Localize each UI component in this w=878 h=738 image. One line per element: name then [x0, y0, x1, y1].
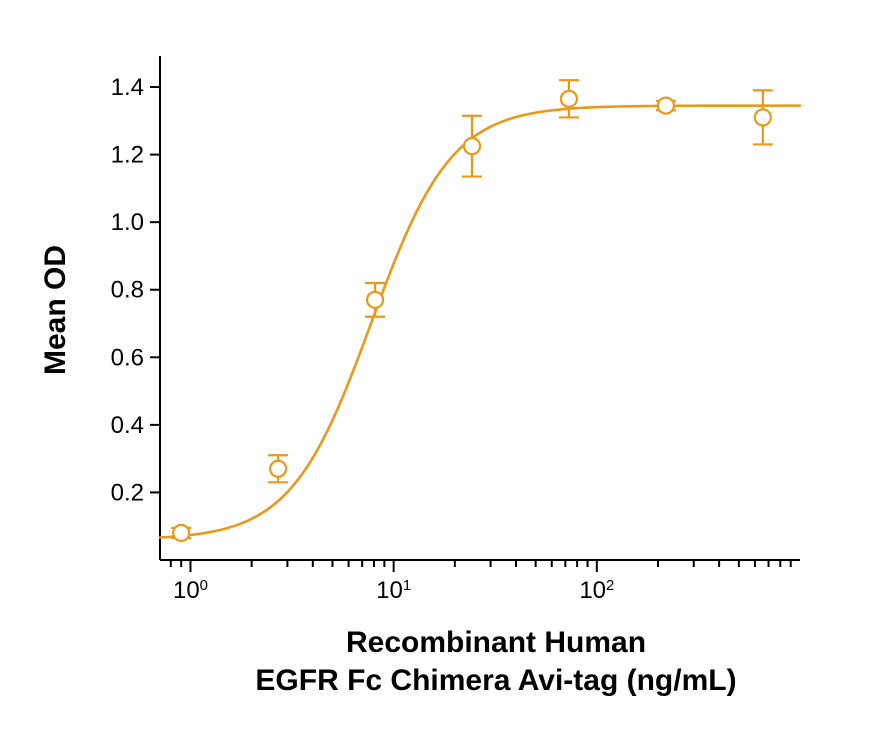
data-point [270, 461, 286, 477]
data-point [367, 292, 383, 308]
y-axis-label: Mean OD [39, 245, 72, 375]
chart-container: 0.20.40.60.81.01.21.4100101102Mean ODRec… [0, 0, 878, 738]
data-point [464, 138, 480, 154]
data-point [658, 98, 674, 114]
svg-text:1.2: 1.2 [111, 142, 144, 169]
svg-text:1.4: 1.4 [111, 74, 144, 101]
chart-svg: 0.20.40.60.81.01.21.4100101102Mean ODRec… [0, 0, 878, 738]
data-point [561, 91, 577, 107]
data-point [755, 109, 771, 125]
svg-text:0.6: 0.6 [111, 344, 144, 371]
x-axis-label-line2: EGFR Fc Chimera Avi-tag (ng/mL) [255, 664, 736, 697]
svg-text:0.8: 0.8 [111, 277, 144, 304]
data-point [173, 525, 189, 541]
svg-text:0.2: 0.2 [111, 479, 144, 506]
x-axis-label-line1: Recombinant Human [346, 626, 646, 659]
svg-text:1.0: 1.0 [111, 209, 144, 236]
svg-text:0.4: 0.4 [111, 412, 144, 439]
